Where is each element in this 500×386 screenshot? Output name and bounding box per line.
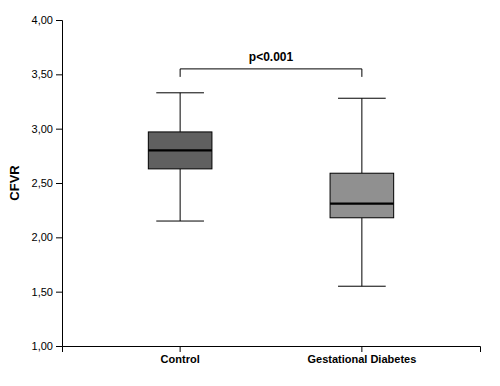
y-tick-label: 4,00	[32, 14, 53, 26]
whisker-high	[361, 98, 362, 173]
whisker-low	[180, 169, 181, 221]
y-tick-mark	[56, 346, 62, 347]
whisker-high	[180, 93, 181, 132]
x-axis: Control Gestational Diabetes	[63, 346, 481, 365]
x-tick-mark	[180, 346, 181, 352]
median	[148, 149, 212, 151]
box-body	[148, 132, 212, 169]
significance-label: p<0.001	[249, 50, 294, 64]
x-tick-label: Control	[161, 353, 200, 365]
y-axis-title: CFVR	[7, 165, 22, 201]
box	[148, 93, 212, 221]
y-tick-label: 1,00	[32, 340, 53, 352]
significance-bracket	[180, 69, 362, 77]
x-tick: Control	[161, 346, 200, 365]
x-tick-label: Gestational Diabetes	[307, 353, 416, 365]
plot: 1,00 1,50 2,00 2,50 3,00 3,50 4,00 Control Gesta…	[32, 14, 481, 365]
y-tick-mark	[56, 74, 62, 75]
median	[330, 203, 394, 205]
y-tick: 1,50	[32, 286, 62, 298]
y-tick-label: 3,00	[32, 123, 53, 135]
box-body	[330, 173, 394, 218]
whisker-cap-high	[338, 98, 386, 99]
whisker-cap-low	[156, 221, 204, 222]
y-tick-mark	[56, 129, 62, 130]
whisker-cap-high	[156, 92, 204, 93]
x-axis-line	[63, 347, 481, 353]
y-tick-label: 2,50	[32, 177, 53, 189]
x-tick-mark	[361, 346, 362, 352]
y-tick-label: 1,50	[32, 286, 53, 298]
y-tick-mark	[56, 292, 62, 293]
whisker-cap-low	[338, 286, 386, 287]
marks	[148, 69, 393, 286]
y-tick-mark	[56, 20, 62, 21]
whisker-low	[361, 218, 362, 286]
y-axis: 1,00 1,50 2,00 2,50 3,00 3,50 4,00	[32, 14, 63, 352]
y-tick: 2,00	[32, 231, 62, 243]
y-tick: 1,00	[32, 340, 62, 352]
y-tick: 4,00	[32, 14, 62, 26]
y-tick-label: 2,00	[32, 231, 53, 243]
chart: 1,00 1,50 2,00 2,50 3,00 3,50 4,00 Control Gesta…	[0, 0, 500, 386]
y-tick: 3,00	[32, 123, 62, 135]
y-tick: 2,50	[32, 177, 62, 189]
y-tick: 3,50	[32, 68, 62, 80]
y-axis-line	[56, 21, 63, 347]
y-tick-mark	[56, 183, 62, 184]
y-tick-label: 3,50	[32, 68, 53, 80]
y-tick-mark	[56, 237, 62, 238]
box	[330, 98, 394, 286]
x-tick: Gestational Diabetes	[307, 346, 416, 365]
